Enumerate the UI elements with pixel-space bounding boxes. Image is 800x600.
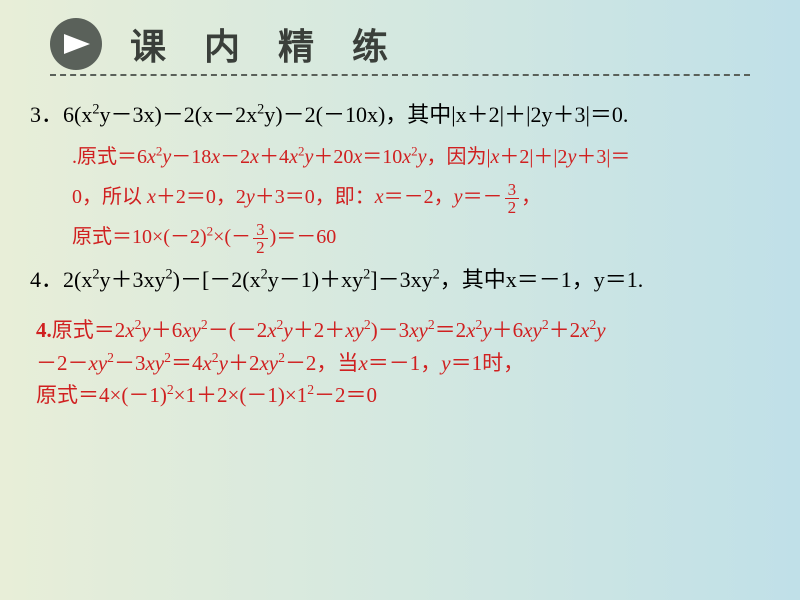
solution-3: .原式＝6x2y－18x－2x＋4x2y＋20x＝10x2y，因为|x＋2|＋|… <box>30 137 770 257</box>
page-title: 课 内 精 练 <box>130 18 402 70</box>
problem-3: 3．6(x2y－3x)－2(x－2x2y)－2(－10x)，其中|x＋2|＋|2… <box>30 98 770 131</box>
problem-number: 3 <box>30 102 41 127</box>
content: 3．6(x2y－3x)－2(x－2x2y)－2(－10x)，其中|x＋2|＋|2… <box>0 70 800 412</box>
pencil-icon <box>50 18 102 70</box>
solution-4: 4.原式＝2x2y＋6xy2－(－2x2y＋2＋xy2)－3xy2＝2x2y＋6… <box>30 314 770 412</box>
header: 课 内 精 练 <box>0 0 800 70</box>
problem-number: 4 <box>30 267 41 292</box>
problem-4: 4．2(x2y＋3xy2)－[－2(x2y－1)＋xy2]－3xy2，其中x＝－… <box>30 263 770 296</box>
header-underline <box>50 74 750 76</box>
